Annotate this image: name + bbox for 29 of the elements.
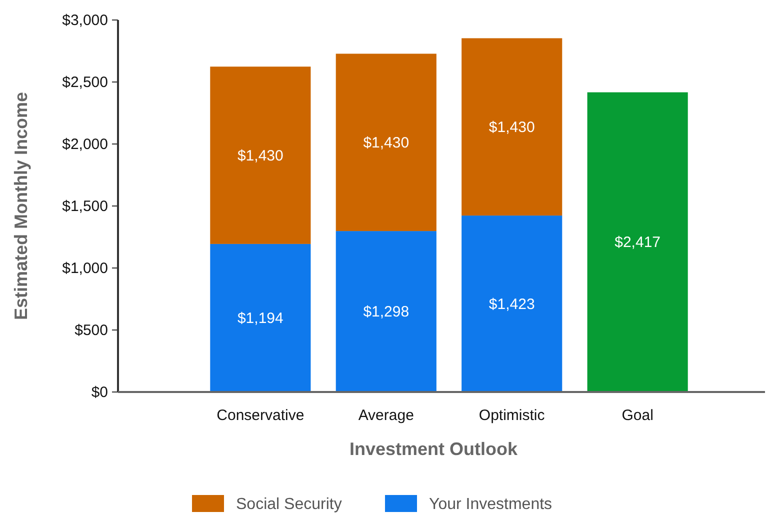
bar [210, 66, 311, 244]
y-tick-label: $500 [74, 322, 108, 339]
bar [336, 231, 436, 392]
y-tick-label: $0 [91, 384, 108, 401]
x-tick-label: Goal [622, 407, 654, 424]
bar [336, 54, 436, 232]
bar [587, 92, 688, 392]
y-tick-label: $1,000 [62, 260, 108, 277]
x-tick-label: Average [358, 407, 414, 424]
y-tick-label: $1,500 [62, 198, 108, 215]
y-tick-label: $3,000 [62, 12, 108, 29]
data-label: $1,194 [237, 310, 284, 327]
data-label: $2,417 [614, 234, 661, 252]
x-tick-label: Conservative [216, 407, 304, 424]
data-label: $1,430 [363, 134, 410, 152]
y-tick-label: $2,000 [62, 136, 108, 153]
bar [462, 216, 562, 392]
bar [210, 244, 311, 392]
data-label: $1,298 [363, 304, 410, 321]
x-axis-title: Investment Outlook [349, 439, 518, 459]
y-tick-label: $2,500 [62, 74, 108, 91]
data-label: $1,430 [237, 147, 284, 164]
legend-label: Your Investments [429, 496, 552, 513]
data-label: $1,430 [488, 118, 535, 136]
y-axis-title: Estimated Monthly Income [11, 92, 31, 320]
data-label: $1,423 [488, 296, 535, 313]
legend-label: Social Security [236, 496, 342, 513]
bar [462, 38, 562, 216]
x-tick-label: Optimistic [478, 407, 546, 424]
